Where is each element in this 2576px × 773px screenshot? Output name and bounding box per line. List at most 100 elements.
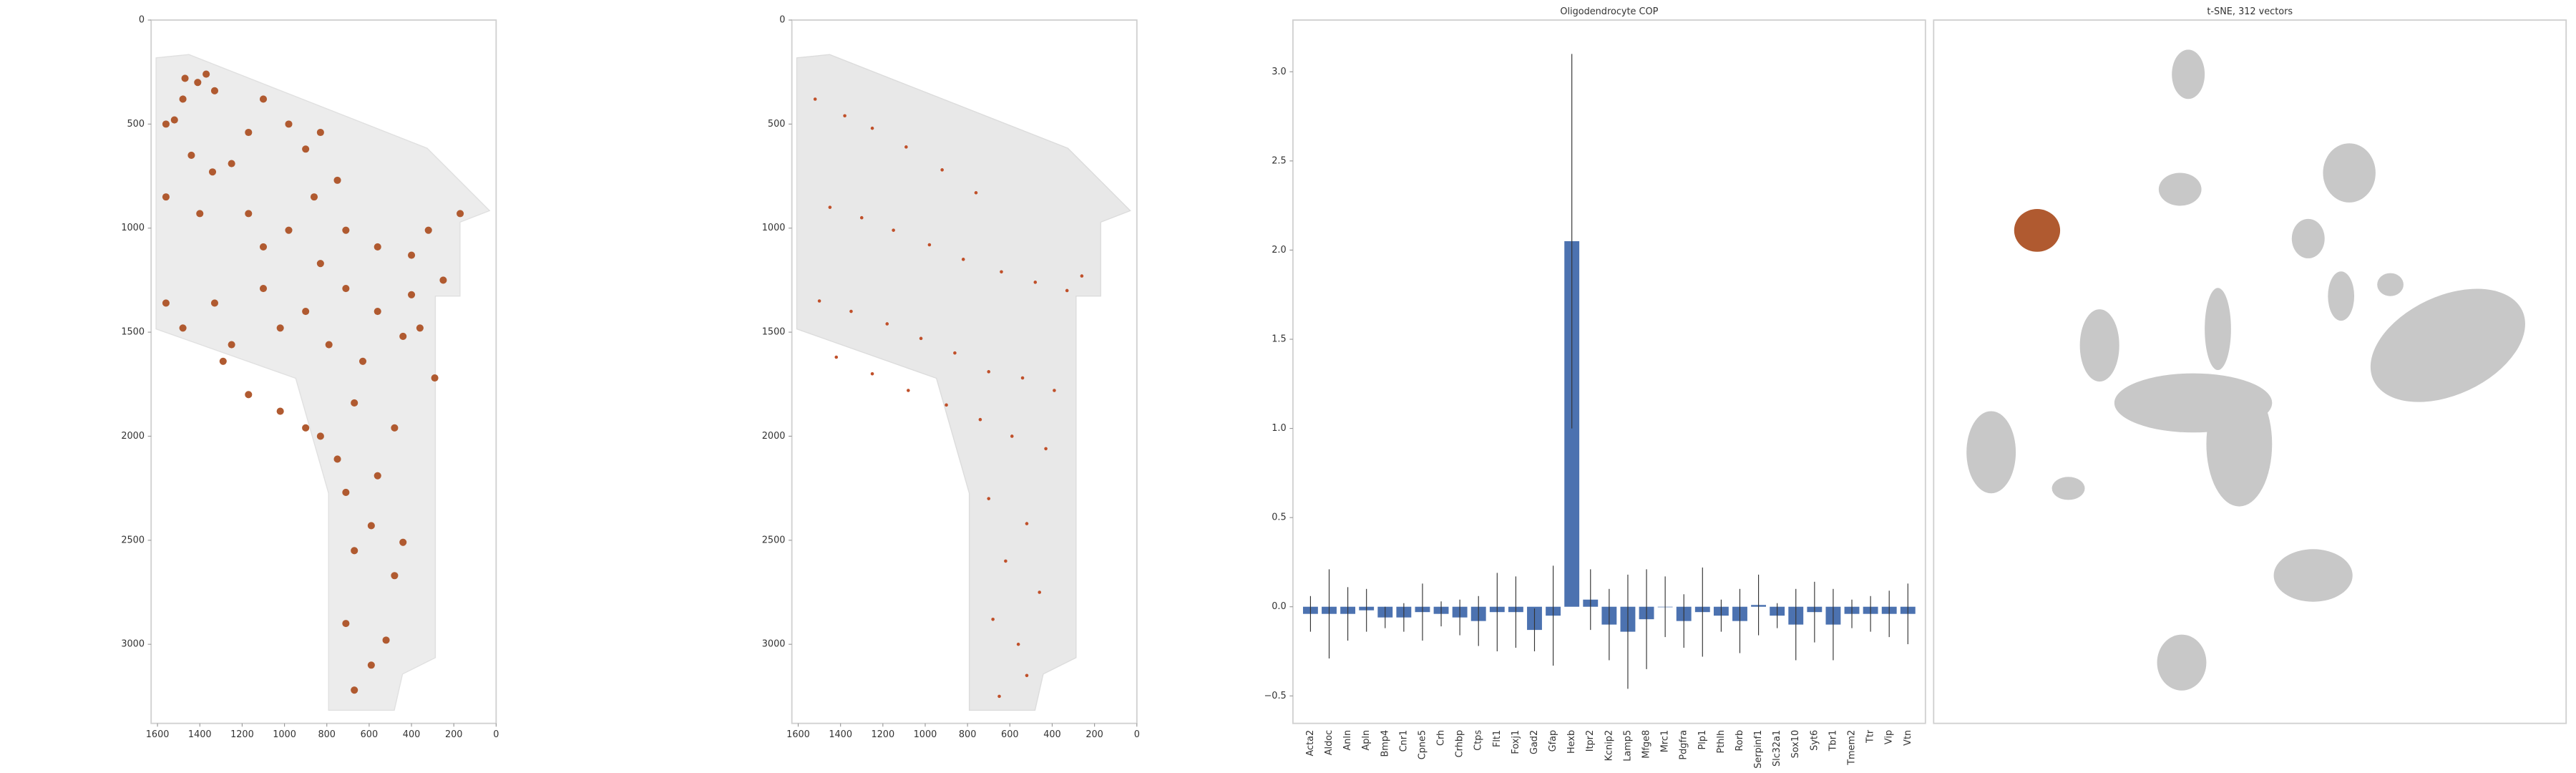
cluster <box>2158 172 2202 206</box>
cell <box>904 145 908 149</box>
x-tick-label: Rorb <box>1735 730 1745 752</box>
axes-frame <box>1933 19 2567 724</box>
cell <box>1010 434 1014 438</box>
cell <box>316 260 324 268</box>
cell <box>259 243 268 251</box>
x-tick-label: Itpr2 <box>1585 730 1596 752</box>
cell <box>181 74 189 82</box>
x-tick-label: Flt1 <box>1492 730 1503 747</box>
y-tick-label: 0.5 <box>1272 512 1286 523</box>
panel-frame <box>150 19 497 724</box>
cell <box>342 226 350 234</box>
x-tick-label: Apln <box>1361 730 1372 751</box>
y-tick-label: 0 <box>139 15 145 26</box>
y-tick-label: 0 <box>779 15 785 26</box>
y-tick-label: 2.0 <box>1272 245 1286 256</box>
cluster <box>2370 288 2525 402</box>
x-tick-label: Cpne5 <box>1417 730 1428 759</box>
x-tick-label: 1000 <box>273 729 296 740</box>
cell <box>399 538 407 546</box>
cluster <box>2051 477 2085 500</box>
x-tick-label: Sox10 <box>1790 730 1801 759</box>
cell <box>310 193 318 201</box>
x-tick-label: 800 <box>318 729 336 740</box>
highlighted-cluster <box>2014 209 2061 252</box>
cell <box>302 145 310 153</box>
cluster <box>1966 411 2016 494</box>
cell <box>1038 590 1042 594</box>
x-tick-label: 1200 <box>230 729 254 740</box>
cell <box>391 424 399 432</box>
cell <box>374 472 381 480</box>
cell <box>342 284 350 293</box>
cell <box>424 226 432 234</box>
cell <box>210 87 219 94</box>
cell <box>849 309 853 313</box>
cell <box>367 522 375 530</box>
cell <box>1065 288 1069 293</box>
x-tick-label: Vip <box>1884 730 1895 744</box>
cell <box>228 160 235 167</box>
cell <box>843 114 847 118</box>
cell <box>316 432 324 440</box>
cell <box>927 243 932 247</box>
x-tick-label: Cnr1 <box>1398 730 1409 752</box>
cell <box>407 251 416 259</box>
cell <box>439 276 447 284</box>
cell <box>1016 642 1020 646</box>
cell <box>351 399 358 407</box>
cell <box>333 176 341 184</box>
x-tick-label: 200 <box>445 729 463 740</box>
cell <box>276 324 284 332</box>
cell <box>885 322 889 326</box>
cell <box>228 341 235 349</box>
x-tick-label: 1000 <box>914 729 937 740</box>
cell <box>342 488 350 497</box>
cell <box>374 307 381 316</box>
cell <box>859 215 864 220</box>
cell <box>987 497 991 500</box>
x-tick-label: 800 <box>959 729 977 740</box>
cell <box>179 95 187 103</box>
x-tick-label: Mrc1 <box>1660 730 1671 752</box>
cell <box>457 210 464 218</box>
cell <box>245 210 253 218</box>
cell <box>974 191 978 195</box>
cell <box>407 291 416 298</box>
cell <box>351 547 358 555</box>
x-tick-label: Anln <box>1342 730 1353 751</box>
tissue <box>155 54 491 711</box>
cell <box>1080 274 1084 278</box>
x-tick-label: 400 <box>403 729 421 740</box>
y-tick-label: −0.5 <box>1264 691 1287 701</box>
cluster <box>2328 271 2355 321</box>
y-tick-label: 500 <box>127 119 145 130</box>
x-tick-label: Ttr <box>1865 729 1876 744</box>
x-tick-label: 1600 <box>786 729 810 740</box>
cell <box>834 355 839 359</box>
cell <box>870 126 874 130</box>
cell <box>210 299 219 307</box>
x-tick-label: Ctps <box>1473 730 1484 751</box>
tissue <box>796 54 1131 711</box>
cell <box>953 351 957 355</box>
cell <box>828 205 832 209</box>
x-tick-label: Syt6 <box>1809 730 1820 751</box>
tsne-clusters <box>1966 49 2525 691</box>
y-tick-label: 3000 <box>121 639 145 650</box>
cell <box>919 336 923 341</box>
cell <box>431 374 439 382</box>
x-tick-label: 0 <box>1134 729 1140 740</box>
y-tick-label: 1.0 <box>1272 423 1286 434</box>
x-tick-label: 1400 <box>829 729 852 740</box>
y-tick-label: 1500 <box>762 327 786 338</box>
cell <box>1004 559 1008 563</box>
cell <box>374 243 381 251</box>
cell <box>245 128 253 137</box>
x-tick-label: Kcnip2 <box>1604 730 1614 762</box>
cell <box>961 258 965 261</box>
x-tick-label: Mfge8 <box>1641 730 1652 759</box>
x-tick-label: 600 <box>1001 729 1019 740</box>
cell <box>162 299 170 307</box>
cell <box>333 455 341 463</box>
